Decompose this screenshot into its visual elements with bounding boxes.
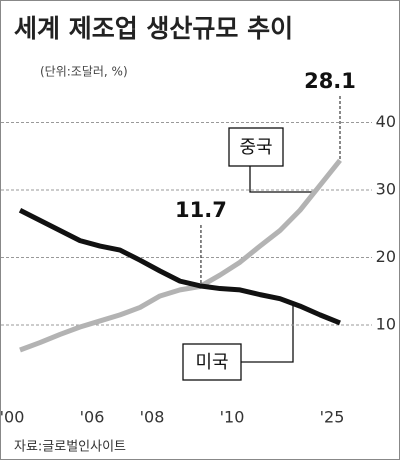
annotation: 11.7	[175, 198, 227, 222]
series-line	[18, 208, 341, 326]
x-tick-label: '06	[80, 408, 105, 427]
series-label-box	[182, 343, 242, 381]
y-tick-label: 10	[376, 315, 396, 334]
y-tick-label: 30	[376, 180, 396, 199]
x-tick-label: '10	[220, 408, 245, 427]
x-tick-label: '08	[140, 408, 165, 427]
chart-title: 세계 제조업 생산규모 추이	[14, 14, 293, 43]
series-line	[19, 158, 342, 353]
source: 자료:글로벌인사이트	[14, 440, 126, 455]
subtitle: (단위:조달러, %)	[40, 65, 128, 79]
y-tick-label: 20	[376, 247, 396, 266]
connector	[240, 302, 294, 363]
series-label: 중국	[239, 137, 272, 158]
annotation: 28.1	[304, 69, 356, 93]
x-tick-label: '25	[320, 408, 345, 427]
label-connectors	[240, 166, 312, 363]
x-tick-label: '00	[0, 408, 24, 427]
y-tick-label: 40	[376, 112, 396, 131]
series-label-box	[228, 127, 284, 167]
series-label: 미국	[195, 352, 228, 373]
connector	[249, 166, 312, 193]
